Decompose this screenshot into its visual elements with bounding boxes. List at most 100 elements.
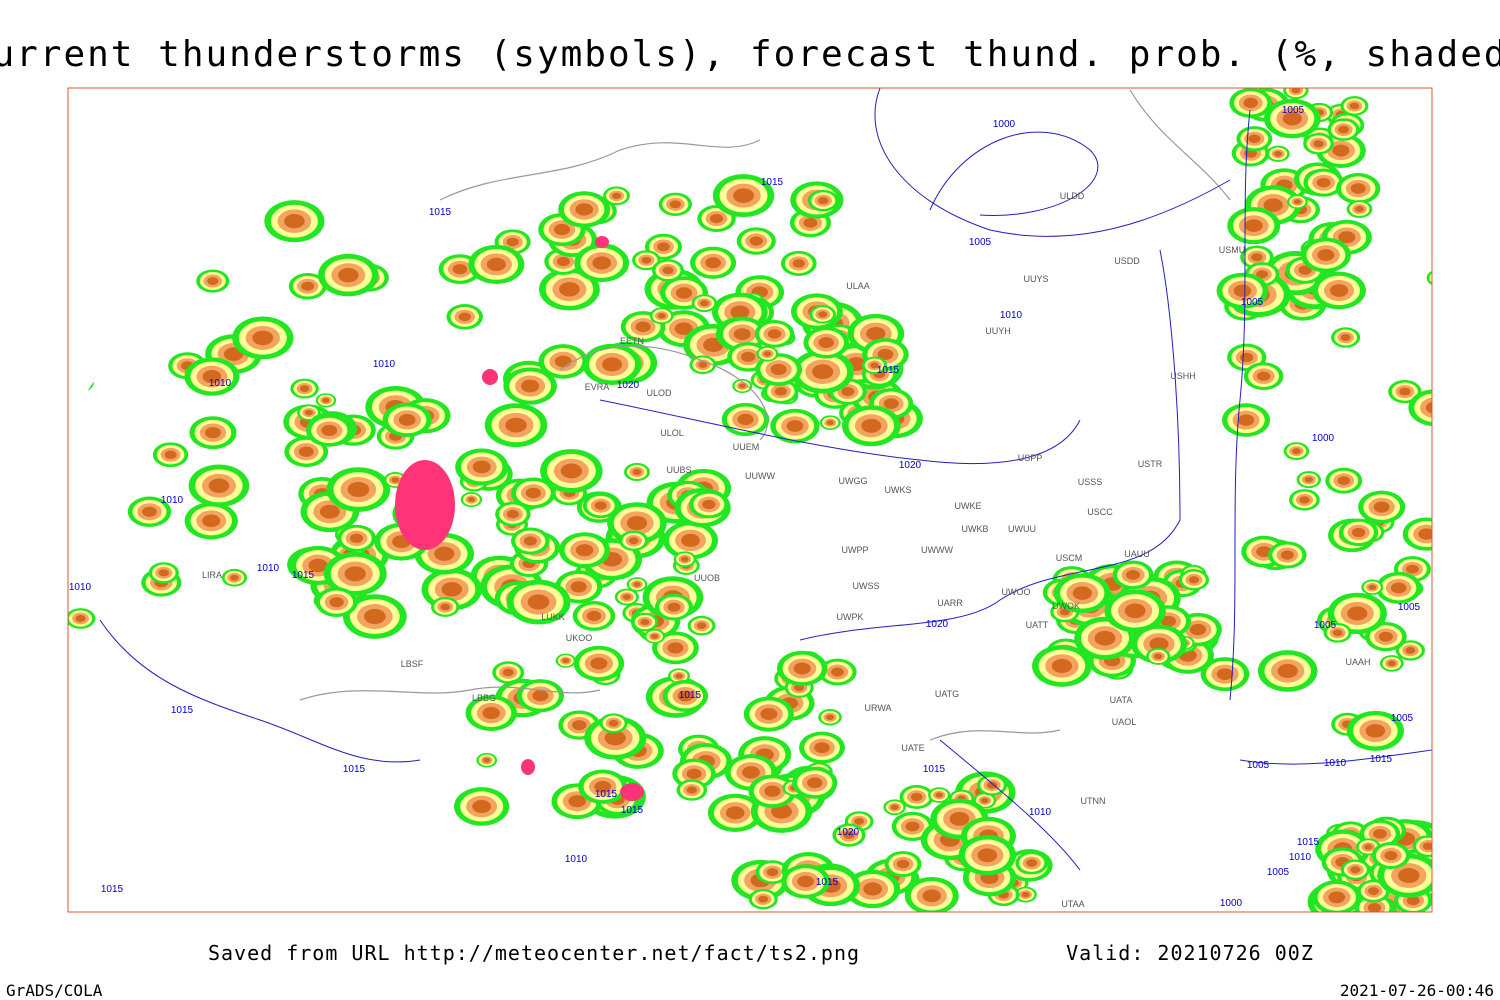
probability-shade (1406, 564, 1419, 574)
probability-shade (308, 558, 328, 573)
isobar-label: 1010 (209, 378, 232, 389)
isobar-label: 1010 (1324, 758, 1347, 769)
station-label: UWGG (839, 476, 868, 486)
probability-shade (1244, 219, 1263, 232)
probability-shade (1373, 501, 1390, 513)
probability-shade (1338, 125, 1350, 134)
probability-shade (525, 487, 541, 499)
probability-shade (1149, 637, 1169, 651)
probability-shade (1316, 177, 1331, 188)
station-label: UATG (935, 689, 959, 699)
probability-shade (1240, 352, 1254, 363)
probability-shade (843, 831, 855, 840)
probability-shade (733, 188, 754, 203)
source-url: Saved from URL http://meteocenter.net/fa… (208, 941, 860, 965)
station-label: USPP (1018, 453, 1043, 463)
probability-shade (1406, 895, 1420, 906)
probability-shade (1338, 231, 1356, 244)
probability-shade (559, 282, 580, 297)
station-label: LUKK (541, 612, 565, 622)
probability-shade (1378, 631, 1393, 642)
probability-shade (322, 397, 330, 403)
isobar-label: 1020 (837, 827, 860, 838)
probability-shade (641, 256, 652, 264)
probability-shade (506, 509, 519, 519)
probability-shade (299, 385, 310, 392)
probability-shade (608, 719, 619, 727)
isobar-label: 1005 (1398, 602, 1421, 613)
probability-shade (709, 213, 724, 224)
probability-shade (1280, 550, 1294, 560)
station-label: USCM (1056, 553, 1083, 563)
isobar-label: 1015 (877, 365, 900, 376)
probability-shade (204, 427, 221, 439)
probability-shade (657, 312, 666, 319)
probability-shade (75, 379, 85, 386)
probability-shade (202, 370, 222, 384)
probability-shade (674, 322, 693, 335)
station-label: UAAH (1345, 657, 1370, 667)
probability-shade (575, 203, 594, 216)
probability-shade (344, 566, 366, 582)
probability-shade (1313, 140, 1324, 148)
probability-shade (1398, 868, 1420, 884)
probability-shade (667, 602, 681, 612)
probability-shade (1293, 199, 1301, 205)
probability-shade (854, 817, 865, 825)
probability-shade (922, 889, 941, 903)
probability-shade (766, 868, 779, 877)
probability-shade (556, 256, 570, 267)
probability-shade (523, 536, 537, 546)
thunderstorm-symbol (620, 783, 644, 801)
probability-shade (807, 777, 823, 789)
probability-shade (594, 501, 607, 510)
probability-shade (594, 780, 612, 793)
station-label: UWSS (853, 581, 880, 591)
probability-shade (700, 300, 709, 307)
probability-shade (142, 506, 157, 517)
probability-shade (347, 481, 370, 498)
probability-shade (1072, 586, 1092, 600)
isobar-label: 1020 (899, 460, 922, 471)
probability-shade (677, 690, 694, 702)
probability-shade (741, 351, 756, 362)
probability-shade (69, 375, 91, 391)
station-label: URWA (865, 703, 892, 713)
probability-shade (797, 875, 814, 888)
station-label: UWWW (921, 545, 953, 555)
probability-shade (572, 720, 587, 731)
probability-shade (458, 312, 471, 322)
probability-shade (505, 417, 527, 433)
probability-shade (1328, 891, 1346, 904)
isobar-label: 1010 (1000, 310, 1023, 321)
isobar-label: 1015 (292, 570, 315, 581)
probability-shade (1399, 387, 1411, 396)
probability-shade (737, 413, 754, 426)
probability-shade (68, 324, 79, 335)
station-label: EVRA (585, 382, 610, 392)
probability-shade (230, 574, 239, 581)
probability-shade (36, 313, 54, 326)
station-label: UATT (1026, 620, 1049, 630)
probability-shade (68, 373, 94, 393)
thunderstorm-symbol (482, 369, 498, 385)
probability-shade (590, 657, 608, 670)
station-label: UATA (1110, 695, 1133, 705)
probability-shade (640, 618, 650, 626)
station-label: UTAA (1061, 899, 1084, 909)
probability-shade (1364, 844, 1373, 850)
probability-shade (1274, 151, 1283, 157)
coastlines (299, 89, 1231, 741)
probability-shade (1373, 828, 1387, 839)
probability-shade (632, 468, 642, 476)
probability-shade (68, 320, 83, 339)
probability-shade (592, 256, 612, 270)
probability-shade (586, 610, 602, 622)
probability-shade (208, 478, 230, 493)
probability-shade (622, 594, 631, 600)
probability-shade (786, 420, 804, 432)
probability-shade (681, 533, 700, 547)
isobar-label: 1015 (595, 789, 618, 800)
probability-shade (467, 497, 476, 503)
probability-shade (24, 577, 57, 600)
